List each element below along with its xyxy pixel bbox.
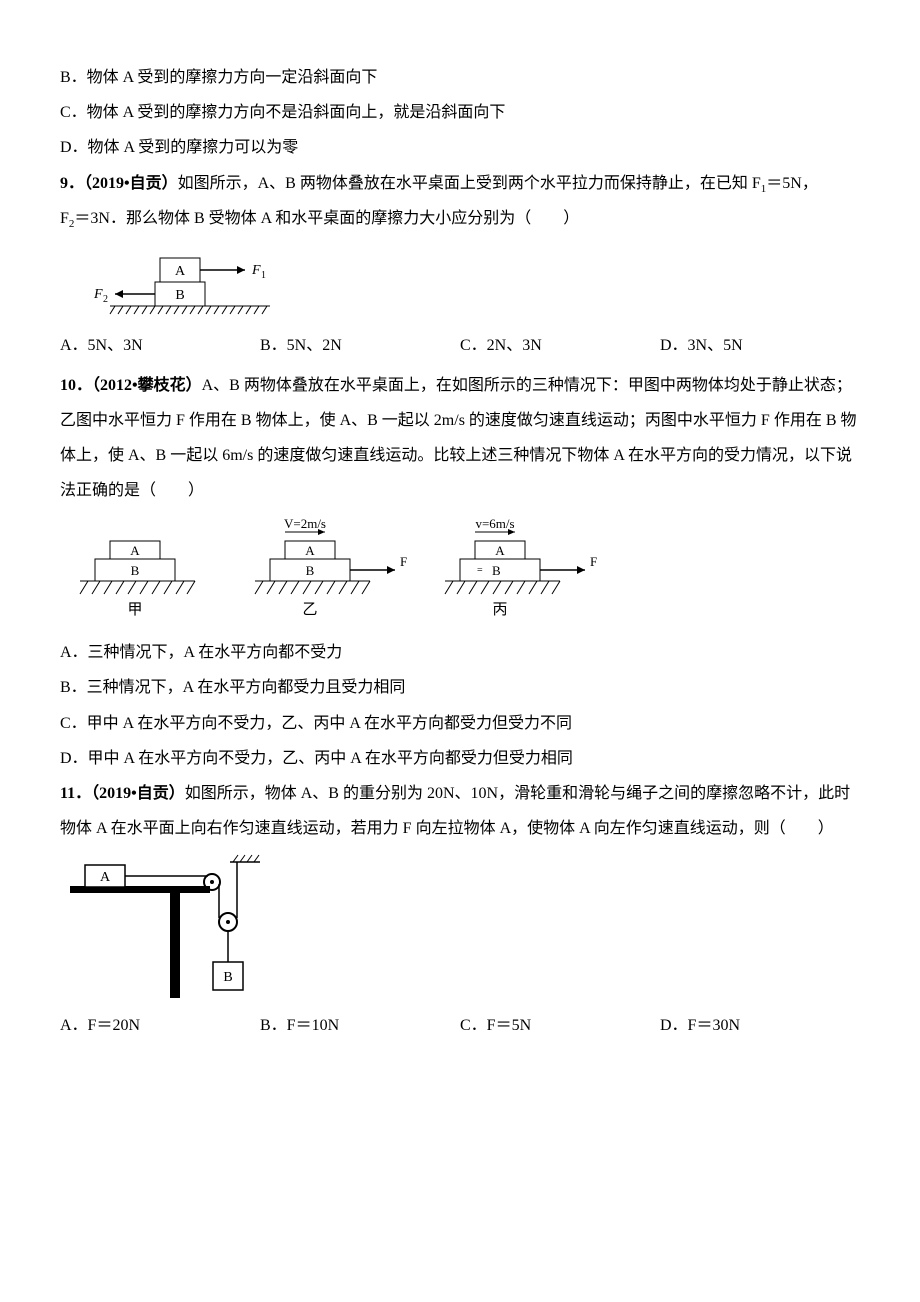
q10-option-c: C．甲中 A 在水平方向不受力，乙、丙中 A 在水平方向都受力但受力不同: [60, 706, 860, 741]
q9-stem-line2: F2＝3N．那么物体 B 受物体 A 和水平桌面的摩擦力大小应分别为（ ）: [60, 201, 860, 236]
q10-cap3: 丙: [492, 602, 507, 618]
svg-text:2: 2: [103, 294, 108, 305]
q9-cite: （2019•自贡）: [84, 175, 178, 192]
q9-fig-label-f1: F: [251, 263, 261, 278]
q9-fig-label-a: A: [175, 264, 186, 279]
q9-stem-line1: 9．（2019•自贡）如图所示，A、B 两物体叠放在水平桌面上受到两个水平拉力而…: [60, 166, 860, 201]
q10-cap1: 甲: [127, 602, 142, 618]
q9-option-c: C．2N、3N: [460, 328, 660, 363]
q10-cap2: 乙: [302, 602, 317, 618]
q9-stem2b: ＝3N．那么物体 B 受物体 A 和水平桌面的摩擦力大小应分别为（ ）: [74, 210, 579, 227]
q11-fig-label-b: B: [223, 970, 232, 985]
q11-stem: 11．（2019•自贡）如图所示，物体 A、B 的重分别为 20N、10N，滑轮…: [60, 776, 860, 846]
q9-stem1b: ＝5N，: [766, 175, 818, 192]
q11-options: A．F＝20N B．F＝10N C．F＝5N D．F＝30N: [60, 1008, 860, 1043]
q8-option-c: C．物体 A 受到的摩擦力方向不是沿斜面向上，就是沿斜面向下: [60, 95, 860, 130]
svg-text:=: =: [477, 565, 483, 576]
q9-option-a: A．5N、3N: [60, 328, 260, 363]
q10-v2-label: V=2m/s: [284, 516, 326, 531]
q8-option-b: B．物体 A 受到的摩擦力方向一定沿斜面向下: [60, 60, 860, 95]
q10-option-d: D．甲中 A 在水平方向不受力，乙、丙中 A 在水平方向都受力但受力相同: [60, 741, 860, 776]
q9-options: A．5N、3N B．5N、2N C．2N、3N D．3N、5N: [60, 328, 860, 363]
q11-number: 11．: [60, 785, 91, 802]
q9-fig-label-f2: F: [93, 287, 103, 302]
svg-text:A: A: [305, 543, 315, 558]
q8-option-d: D．物体 A 受到的摩擦力可以为零: [60, 130, 860, 165]
q11-option-b: B．F＝10N: [260, 1008, 460, 1043]
q10-figure: B A 甲 V=2m/s B A F 乙: [60, 514, 860, 629]
q11-option-c: C．F＝5N: [460, 1008, 660, 1043]
svg-text:A: A: [130, 543, 140, 558]
svg-text:B: B: [131, 563, 140, 578]
q9-stem2a: F: [60, 210, 69, 227]
q11-option-d: D．F＝30N: [660, 1008, 860, 1043]
q10-stem: 10．（2012•攀枝花）A、B 两物体叠放在水平桌面上，在如图所示的三种情况下…: [60, 368, 860, 509]
q11-fig-label-a: A: [100, 870, 111, 885]
svg-text:1: 1: [261, 270, 266, 281]
q9-figure: B A F 1 F 2: [60, 242, 860, 322]
q10-stem-text: A、B 两物体叠放在水平桌面上，在如图所示的三种情况下：甲图中两物体均处于静止状…: [60, 377, 857, 500]
svg-text:F: F: [400, 554, 407, 569]
svg-text:A: A: [495, 543, 505, 558]
q10-option-b: B．三种情况下，A 在水平方向都受力且受力相同: [60, 670, 860, 705]
svg-text:B: B: [306, 563, 315, 578]
q9-fig-label-b: B: [175, 288, 184, 303]
q9-option-d: D．3N、5N: [660, 328, 860, 363]
q10-number: 10．: [60, 377, 92, 394]
svg-text:F: F: [590, 554, 597, 569]
q9-option-b: B．5N、2N: [260, 328, 460, 363]
q10-cite: （2012•攀枝花）: [92, 377, 202, 394]
q9-stem1: 如图所示，A、B 两物体叠放在水平桌面上受到两个水平拉力而保持静止，在已知 F: [178, 175, 761, 192]
q10-option-a: A．三种情况下，A 在水平方向都不受力: [60, 635, 860, 670]
svg-text:B: B: [492, 563, 501, 578]
q9-number: 9．: [60, 175, 84, 192]
q11-figure: A B: [60, 852, 860, 1002]
q11-cite: （2019•自贡）: [91, 785, 185, 802]
q10-v6-label: v=6m/s: [475, 516, 514, 531]
q11-option-a: A．F＝20N: [60, 1008, 260, 1043]
